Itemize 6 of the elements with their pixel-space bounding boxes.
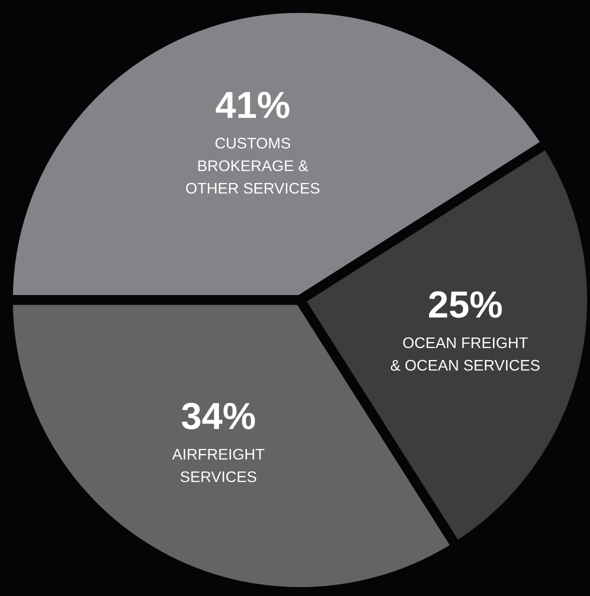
slice-label: CUSTOMS BROKERAGE & OTHER SERVICES	[186, 138, 320, 194]
data-label: 34%	[182, 402, 255, 430]
slice-label: OCEAN FREIGHT & OCEAN SERVICES	[390, 337, 540, 371]
data-label: 41%	[216, 92, 290, 118]
slice-label: AIRFREIGHT SERVICES	[172, 448, 264, 482]
data-label: 25%	[429, 291, 502, 318]
